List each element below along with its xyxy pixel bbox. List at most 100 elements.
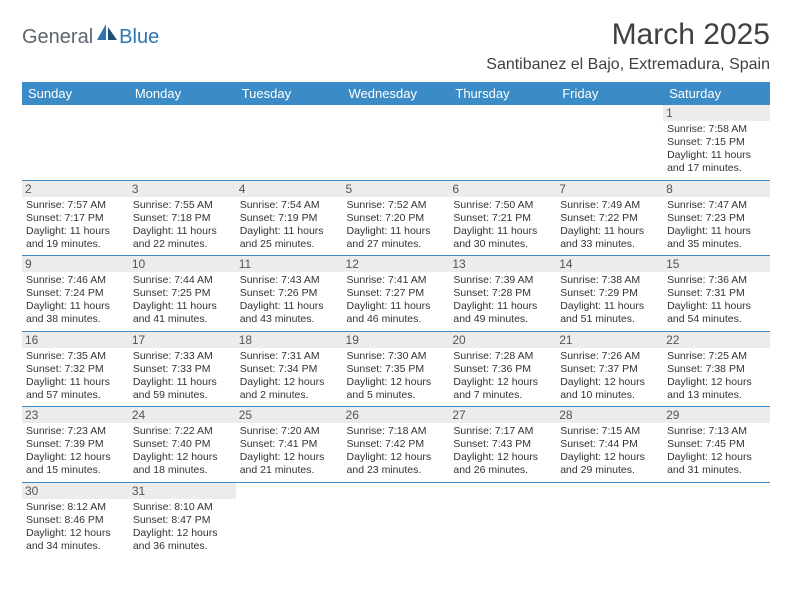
day-detail: Sunrise: 7:35 AMSunset: 7:32 PMDaylight:… <box>26 350 125 403</box>
day-daylight2: and 18 minutes. <box>133 464 232 477</box>
day-sunrise: Sunrise: 7:15 AM <box>560 425 659 438</box>
calendar-day-cell: 29Sunrise: 7:13 AMSunset: 7:45 PMDayligh… <box>663 407 770 483</box>
calendar-grid: Sunday Monday Tuesday Wednesday Thursday… <box>22 82 770 557</box>
calendar-day-cell: 7Sunrise: 7:49 AMSunset: 7:22 PMDaylight… <box>556 180 663 256</box>
day-daylight2: and 38 minutes. <box>26 313 125 326</box>
calendar-day-cell: 5Sunrise: 7:52 AMSunset: 7:20 PMDaylight… <box>343 180 450 256</box>
day-number: 16 <box>22 332 129 348</box>
calendar-day-cell <box>449 105 556 180</box>
day-daylight1: Daylight: 12 hours <box>453 451 552 464</box>
day-number: 6 <box>449 181 556 197</box>
day-sunrise: Sunrise: 7:55 AM <box>133 199 232 212</box>
calendar-day-cell: 23Sunrise: 7:23 AMSunset: 7:39 PMDayligh… <box>22 407 129 483</box>
weekday-header: Sunday <box>22 82 129 105</box>
calendar-day-cell: 1 Sunrise: 7:58 AMSunset: 7:15 PMDaylight… <box>663 105 770 180</box>
calendar-day-cell <box>343 105 450 180</box>
day-sunrise: Sunrise: 7:57 AM <box>26 199 125 212</box>
calendar-day-cell: 15Sunrise: 7:36 AMSunset: 7:31 PMDayligh… <box>663 256 770 332</box>
day-daylight1: Daylight: 12 hours <box>560 376 659 389</box>
day-sunset: Sunset: 7:33 PM <box>133 363 232 376</box>
day-daylight1: Daylight: 11 hours <box>667 149 766 162</box>
brand-text-blue: Blue <box>119 26 159 49</box>
location-text: Santibanez el Bajo, Extremadura, Spain <box>486 56 770 74</box>
day-detail: Sunrise: 7:43 AMSunset: 7:26 PMDaylight:… <box>240 274 339 327</box>
day-daylight1: Daylight: 11 hours <box>133 376 232 389</box>
day-sunrise: Sunrise: 7:39 AM <box>453 274 552 287</box>
day-daylight1: Daylight: 11 hours <box>560 225 659 238</box>
weekday-header: Tuesday <box>236 82 343 105</box>
day-detail: Sunrise: 7:52 AMSunset: 7:20 PMDaylight:… <box>347 199 446 252</box>
day-number: 9 <box>22 256 129 272</box>
day-number: 2 <box>22 181 129 197</box>
day-detail: Sunrise: 7:26 AMSunset: 7:37 PMDaylight:… <box>560 350 659 403</box>
day-sunset: Sunset: 7:27 PM <box>347 287 446 300</box>
day-daylight1: Daylight: 11 hours <box>240 300 339 313</box>
day-daylight2: and 46 minutes. <box>347 313 446 326</box>
day-sunrise: Sunrise: 7:23 AM <box>26 425 125 438</box>
brand-logo: General Blue <box>22 18 159 50</box>
weekday-header: Saturday <box>663 82 770 105</box>
day-daylight1: Daylight: 12 hours <box>26 451 125 464</box>
day-sunset: Sunset: 7:39 PM <box>26 438 125 451</box>
day-daylight2: and 33 minutes. <box>560 238 659 251</box>
calendar-day-cell: 25Sunrise: 7:20 AMSunset: 7:41 PMDayligh… <box>236 407 343 483</box>
day-sunset: Sunset: 7:44 PM <box>560 438 659 451</box>
day-number <box>236 105 343 107</box>
day-sunrise: Sunrise: 7:26 AM <box>560 350 659 363</box>
calendar-day-cell: 27Sunrise: 7:17 AMSunset: 7:43 PMDayligh… <box>449 407 556 483</box>
day-daylight2: and 17 minutes. <box>667 162 766 175</box>
day-number: 21 <box>556 332 663 348</box>
day-daylight2: and 29 minutes. <box>560 464 659 477</box>
calendar-week-row: 23Sunrise: 7:23 AMSunset: 7:39 PMDayligh… <box>22 407 770 483</box>
day-sunrise: Sunrise: 8:12 AM <box>26 501 125 514</box>
day-sunset: Sunset: 7:24 PM <box>26 287 125 300</box>
day-number: 4 <box>236 181 343 197</box>
brand-text-gray: General <box>22 26 93 49</box>
day-number: 1 <box>663 105 770 121</box>
day-detail: Sunrise: 7:25 AMSunset: 7:38 PMDaylight:… <box>667 350 766 403</box>
calendar-day-cell: 19Sunrise: 7:30 AMSunset: 7:35 PMDayligh… <box>343 331 450 407</box>
day-number: 12 <box>343 256 450 272</box>
day-sunrise: Sunrise: 7:35 AM <box>26 350 125 363</box>
day-daylight1: Daylight: 11 hours <box>133 300 232 313</box>
day-number <box>556 483 663 485</box>
day-daylight2: and 23 minutes. <box>347 464 446 477</box>
day-detail: Sunrise: 7:39 AMSunset: 7:28 PMDaylight:… <box>453 274 552 327</box>
day-number: 15 <box>663 256 770 272</box>
calendar-day-cell <box>22 105 129 180</box>
calendar-day-cell: 6Sunrise: 7:50 AMSunset: 7:21 PMDaylight… <box>449 180 556 256</box>
day-sunset: Sunset: 7:18 PM <box>133 212 232 225</box>
day-daylight1: Daylight: 12 hours <box>26 527 125 540</box>
day-number: 22 <box>663 332 770 348</box>
day-detail: Sunrise: 7:58 AMSunset: 7:15 PMDaylight:… <box>667 123 766 176</box>
day-detail: Sunrise: 7:20 AMSunset: 7:41 PMDaylight:… <box>240 425 339 478</box>
day-sunrise: Sunrise: 7:38 AM <box>560 274 659 287</box>
day-detail: Sunrise: 7:57 AMSunset: 7:17 PMDaylight:… <box>26 199 125 252</box>
calendar-week-row: 1 Sunrise: 7:58 AMSunset: 7:15 PMDaylight… <box>22 105 770 180</box>
day-detail: Sunrise: 7:23 AMSunset: 7:39 PMDaylight:… <box>26 425 125 478</box>
calendar-day-cell: 28Sunrise: 7:15 AMSunset: 7:44 PMDayligh… <box>556 407 663 483</box>
day-daylight1: Daylight: 11 hours <box>240 225 339 238</box>
day-daylight1: Daylight: 11 hours <box>26 300 125 313</box>
calendar-week-row: 9Sunrise: 7:46 AMSunset: 7:24 PMDaylight… <box>22 256 770 332</box>
calendar-day-cell: 22 Sunrise: 7:25 AMSunset: 7:38 PMDayligh… <box>663 331 770 407</box>
day-sunrise: Sunrise: 7:36 AM <box>667 274 766 287</box>
day-sunrise: Sunrise: 7:58 AM <box>667 123 766 136</box>
day-sunset: Sunset: 7:37 PM <box>560 363 659 376</box>
day-sunrise: Sunrise: 7:13 AM <box>667 425 766 438</box>
calendar-day-cell: 26Sunrise: 7:18 AMSunset: 7:42 PMDayligh… <box>343 407 450 483</box>
weekday-header: Thursday <box>449 82 556 105</box>
day-sunrise: Sunrise: 7:49 AM <box>560 199 659 212</box>
day-sunset: Sunset: 7:17 PM <box>26 212 125 225</box>
calendar-day-cell: 2 Sunrise: 7:57 AMSunset: 7:17 PMDaylight… <box>22 180 129 256</box>
day-daylight2: and 13 minutes. <box>667 389 766 402</box>
day-sunset: Sunset: 7:45 PM <box>667 438 766 451</box>
day-detail: Sunrise: 7:41 AMSunset: 7:27 PMDaylight:… <box>347 274 446 327</box>
header: General Blue March 2025 Santibanez el Ba… <box>22 18 770 74</box>
calendar-day-cell <box>343 482 450 557</box>
title-block: March 2025 Santibanez el Bajo, Extremadu… <box>486 18 770 74</box>
day-daylight1: Daylight: 11 hours <box>453 225 552 238</box>
day-daylight2: and 49 minutes. <box>453 313 552 326</box>
day-sunset: Sunset: 7:41 PM <box>240 438 339 451</box>
calendar-day-cell: 8Sunrise: 7:47 AMSunset: 7:23 PMDaylight… <box>663 180 770 256</box>
